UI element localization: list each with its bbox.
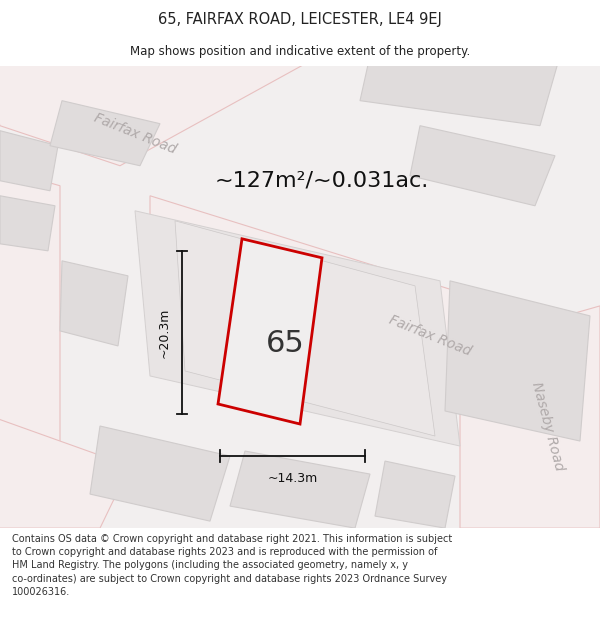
Polygon shape — [218, 239, 322, 424]
Polygon shape — [150, 196, 600, 396]
Polygon shape — [375, 461, 455, 528]
Text: 65: 65 — [266, 329, 304, 358]
Polygon shape — [360, 56, 560, 126]
Text: ~20.3m: ~20.3m — [157, 308, 170, 358]
Polygon shape — [50, 101, 160, 166]
Text: ~127m²/~0.031ac.: ~127m²/~0.031ac. — [215, 171, 429, 191]
Polygon shape — [175, 221, 435, 436]
Polygon shape — [0, 416, 130, 528]
Text: ~14.3m: ~14.3m — [268, 472, 317, 484]
Text: Map shows position and indicative extent of the property.: Map shows position and indicative extent… — [130, 45, 470, 58]
Polygon shape — [0, 66, 600, 528]
Polygon shape — [90, 426, 230, 521]
Polygon shape — [0, 196, 55, 251]
Polygon shape — [410, 126, 555, 206]
Text: Fairfax Road: Fairfax Road — [387, 313, 473, 359]
Text: Naseby Road: Naseby Road — [529, 380, 566, 472]
Polygon shape — [60, 261, 128, 346]
Polygon shape — [0, 166, 60, 528]
Text: Contains OS data © Crown copyright and database right 2021. This information is : Contains OS data © Crown copyright and d… — [12, 534, 452, 597]
Text: Fairfax Road: Fairfax Road — [92, 111, 178, 157]
Polygon shape — [230, 451, 370, 528]
Polygon shape — [0, 56, 320, 166]
Polygon shape — [445, 281, 590, 441]
Polygon shape — [135, 211, 460, 446]
Text: 65, FAIRFAX ROAD, LEICESTER, LE4 9EJ: 65, FAIRFAX ROAD, LEICESTER, LE4 9EJ — [158, 12, 442, 27]
Polygon shape — [460, 306, 600, 528]
Polygon shape — [0, 131, 58, 191]
